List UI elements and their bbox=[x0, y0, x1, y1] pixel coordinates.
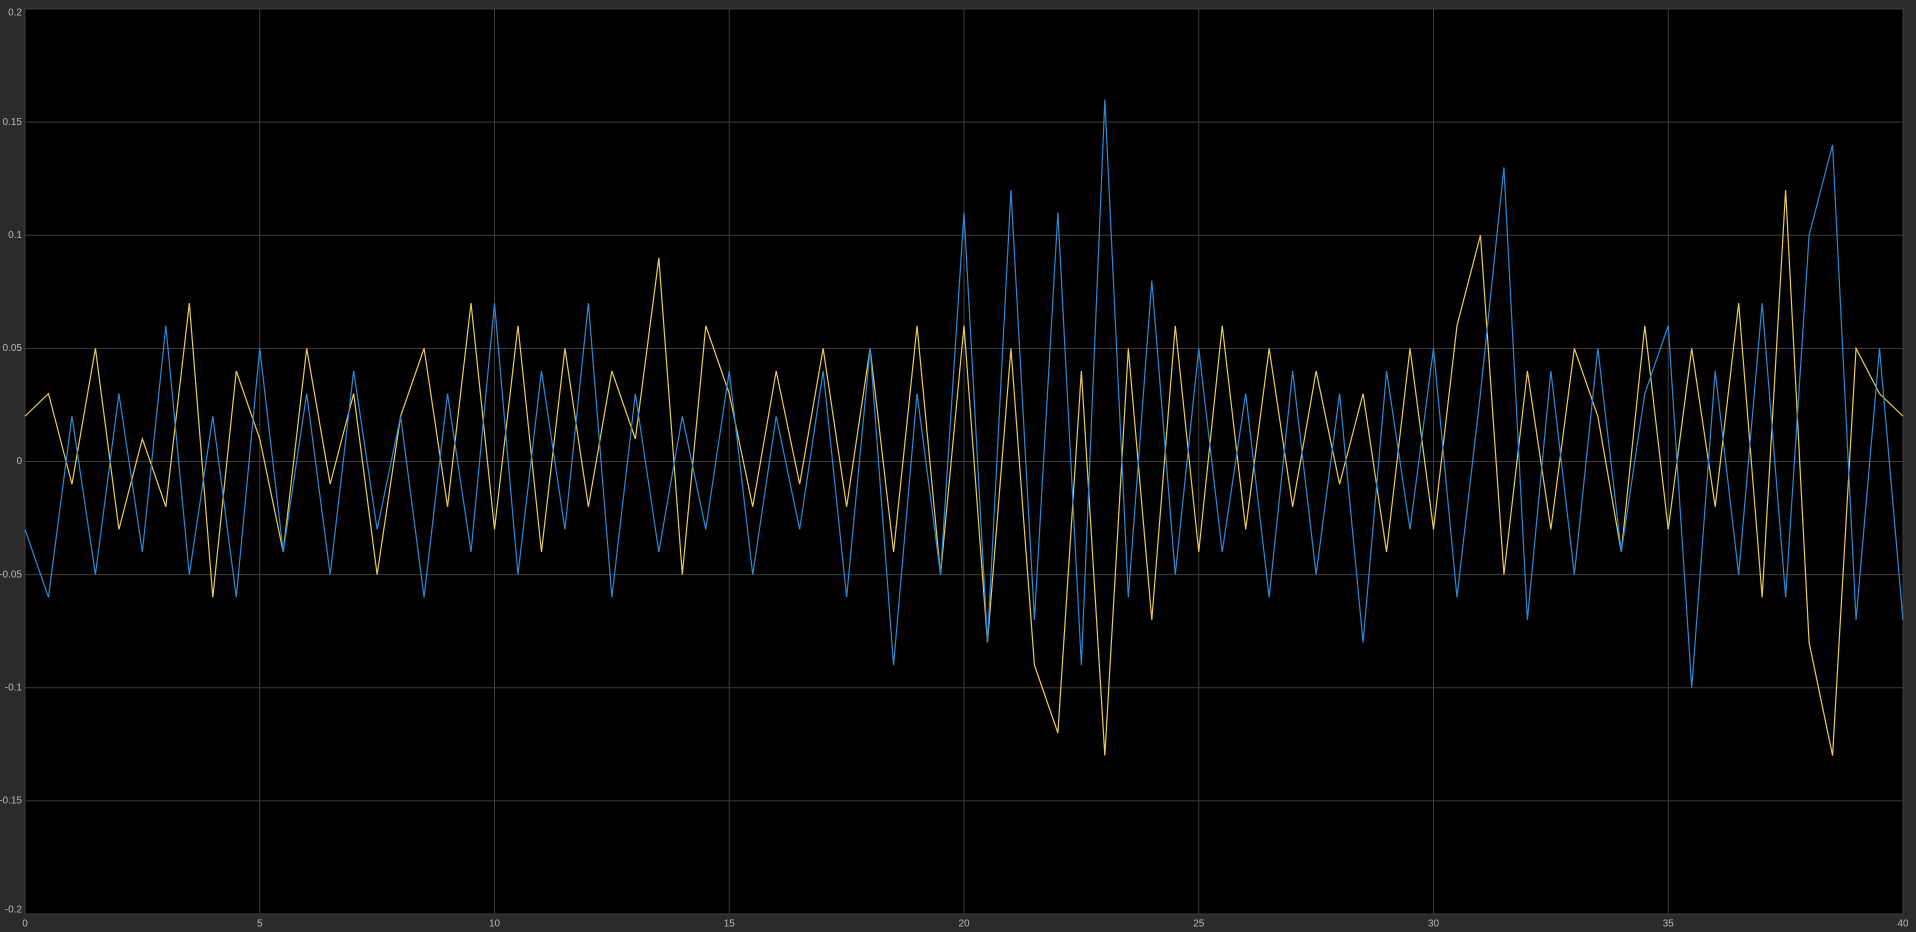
x-tick-label: 30 bbox=[1428, 919, 1440, 930]
x-tick-label: 5 bbox=[257, 919, 263, 930]
y-tick-label: 0.2 bbox=[8, 8, 22, 19]
x-tick-label: 40 bbox=[1897, 919, 1909, 930]
y-tick-label: 0.1 bbox=[8, 230, 22, 241]
x-tick-label: 20 bbox=[958, 919, 970, 930]
signal-line bbox=[24, 99, 1904, 688]
signal-line bbox=[24, 189, 1904, 756]
y-tick-label: 0.05 bbox=[3, 343, 23, 354]
y-tick-label: 0 bbox=[16, 456, 22, 467]
x-tick-label: 0 bbox=[22, 919, 28, 930]
x-tick-label: 15 bbox=[724, 919, 736, 930]
y-tick-label: -0.05 bbox=[0, 569, 22, 580]
y-tick-label: 0.15 bbox=[3, 117, 23, 128]
x-tick-label: 10 bbox=[489, 919, 501, 930]
y-tick-label: -0.2 bbox=[5, 905, 23, 916]
y-tick-label: -0.1 bbox=[5, 682, 23, 693]
y-tick-label: -0.15 bbox=[0, 796, 22, 807]
x-tick-label: 35 bbox=[1663, 919, 1675, 930]
x-tick-label: 25 bbox=[1193, 919, 1205, 930]
